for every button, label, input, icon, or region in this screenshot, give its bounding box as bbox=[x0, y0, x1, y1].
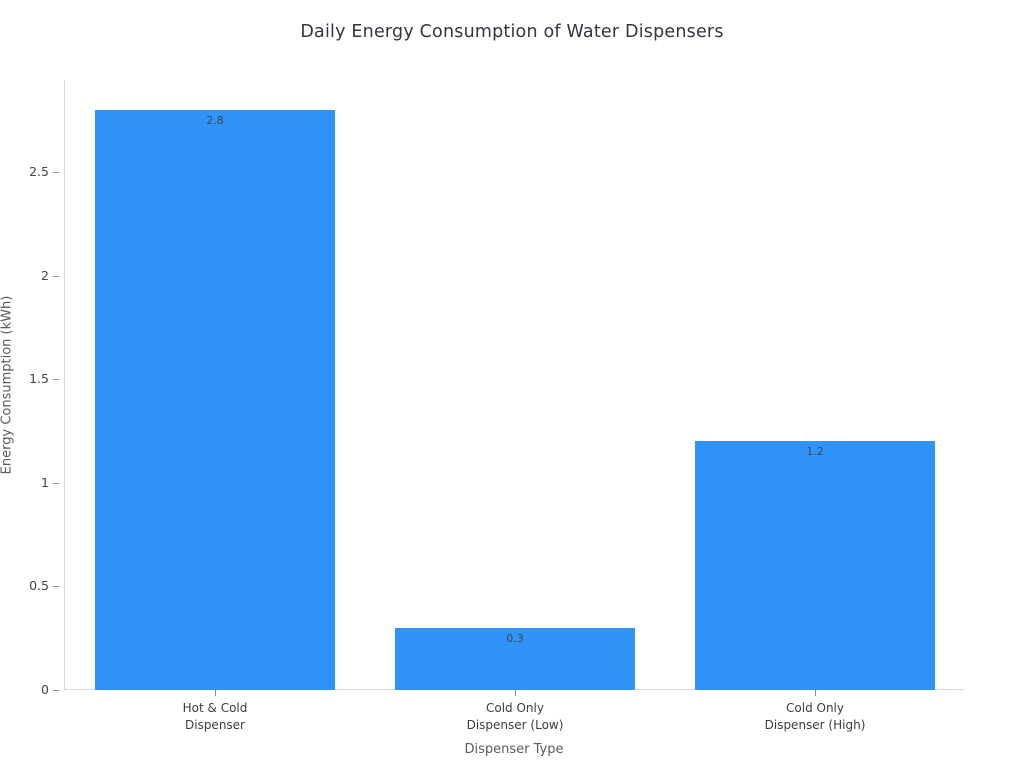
bar-value-label: 0.3 bbox=[506, 631, 524, 645]
x-axis-title: Dispenser Type bbox=[464, 742, 564, 757]
y-tick-mark bbox=[53, 171, 59, 173]
y-tick-label: 0 bbox=[41, 682, 49, 697]
x-tick-label-hot-cold-dispenser: Hot & Cold Dispenser bbox=[182, 701, 248, 732]
x-tick-mark bbox=[215, 690, 216, 696]
y-tick-label: 1.5 bbox=[29, 371, 49, 387]
y-tick-mark bbox=[53, 482, 59, 484]
plot-area: 0 0.5 1 1.5 2 2.5 2.8 0.3 1.2 Hot & Cold Dispen… bbox=[29, 80, 964, 732]
x-tick-mark bbox=[815, 690, 816, 696]
x-tick-label-cold-only-dispenser-high: Cold Only Dispenser (High) bbox=[764, 701, 866, 732]
y-axis-title: Energy Consumption (kWh) bbox=[0, 295, 15, 475]
y-tick-mark bbox=[53, 690, 59, 691]
bar-cold-only-dispenser-low[interactable]: 0.3 bbox=[395, 627, 635, 690]
y-tick-label: 2.5 bbox=[29, 163, 49, 179]
chart-title: Daily Energy Consumption of Water Dispen… bbox=[300, 22, 724, 42]
bar-value-label: 1.2 bbox=[806, 445, 824, 459]
y-tick-label: 2 bbox=[41, 267, 49, 283]
y-tick-mark bbox=[53, 275, 59, 277]
y-tick-label: 0.5 bbox=[29, 578, 49, 594]
x-tick-mark bbox=[515, 690, 516, 696]
bar-value-label: 2.8 bbox=[206, 113, 224, 127]
bar-hot-cold-dispenser[interactable]: 2.8 bbox=[95, 109, 335, 690]
y-tick-mark bbox=[53, 586, 59, 588]
y-tick-mark bbox=[53, 379, 59, 381]
x-tick-label-cold-only-dispenser-low: Cold Only Dispenser (Low) bbox=[466, 701, 564, 732]
bar-cold-only-dispenser-high[interactable]: 1.2 bbox=[695, 441, 935, 690]
y-tick-label: 1 bbox=[41, 474, 49, 490]
